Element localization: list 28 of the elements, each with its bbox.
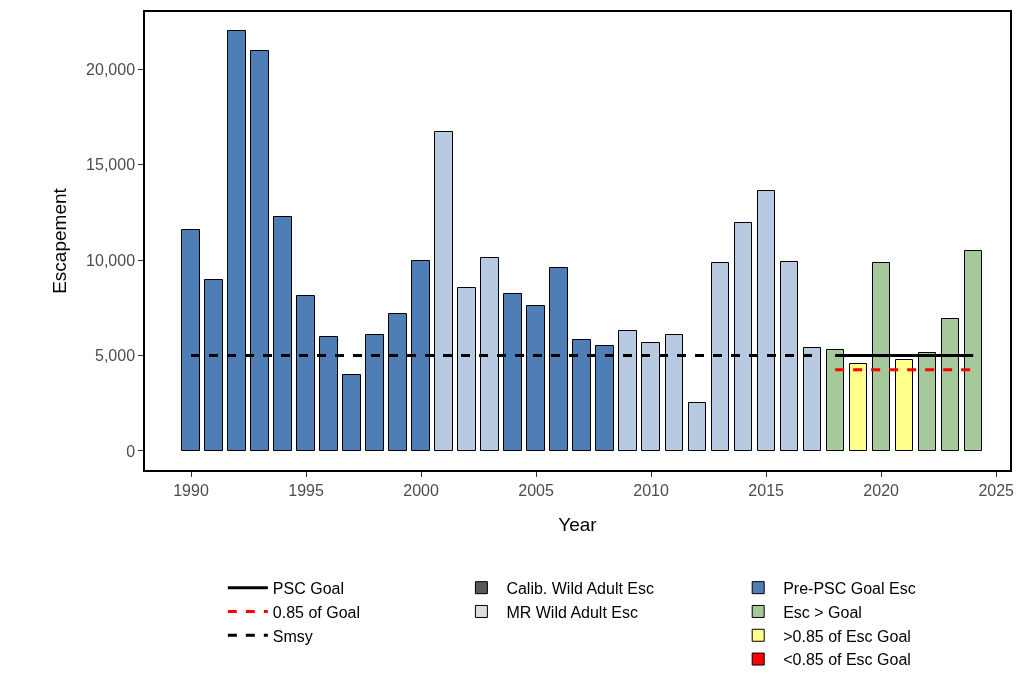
- legend-label: <0.85 of Esc Goal: [783, 651, 911, 669]
- x-tick-label: 1990: [173, 481, 209, 499]
- bar: [895, 359, 913, 451]
- x-tick-label: 2015: [748, 481, 785, 499]
- x-axis-title: Year: [558, 514, 598, 536]
- y-tick-label: 10,000: [86, 251, 136, 269]
- legend-label: Pre-PSC Goal Esc: [783, 579, 916, 597]
- legend-label: 0.85 of Goal: [272, 603, 361, 621]
- legend-label: PSC Goal: [272, 579, 344, 597]
- x-tick-label: 2005: [518, 481, 554, 499]
- y-tick-label: 15,000: [86, 156, 136, 174]
- legend-label: Calib. Wild Adult Esc: [506, 579, 655, 597]
- bar: [688, 402, 706, 451]
- x-tick-label: 2000: [403, 481, 439, 499]
- bar: [342, 374, 361, 451]
- legend-label: Smsy: [272, 627, 313, 645]
- bar: [849, 363, 867, 451]
- legend-label: MR Wild Adult Esc: [506, 603, 638, 621]
- x-tick-label: 2020: [863, 481, 900, 499]
- x-tick-label: 1995: [288, 481, 324, 499]
- y-tick-label: 5,000: [95, 347, 136, 365]
- y-tick-label: 20,000: [86, 60, 136, 78]
- x-tick-label: 2010: [633, 481, 670, 499]
- y-tick-label: 0: [126, 442, 136, 460]
- legend-label: Esc > Goal: [783, 603, 862, 621]
- legend-label: >0.85 of Esc Goal: [783, 627, 911, 645]
- y-axis-title: Escapement: [49, 187, 71, 294]
- x-tick-label: 2025: [978, 481, 1015, 499]
